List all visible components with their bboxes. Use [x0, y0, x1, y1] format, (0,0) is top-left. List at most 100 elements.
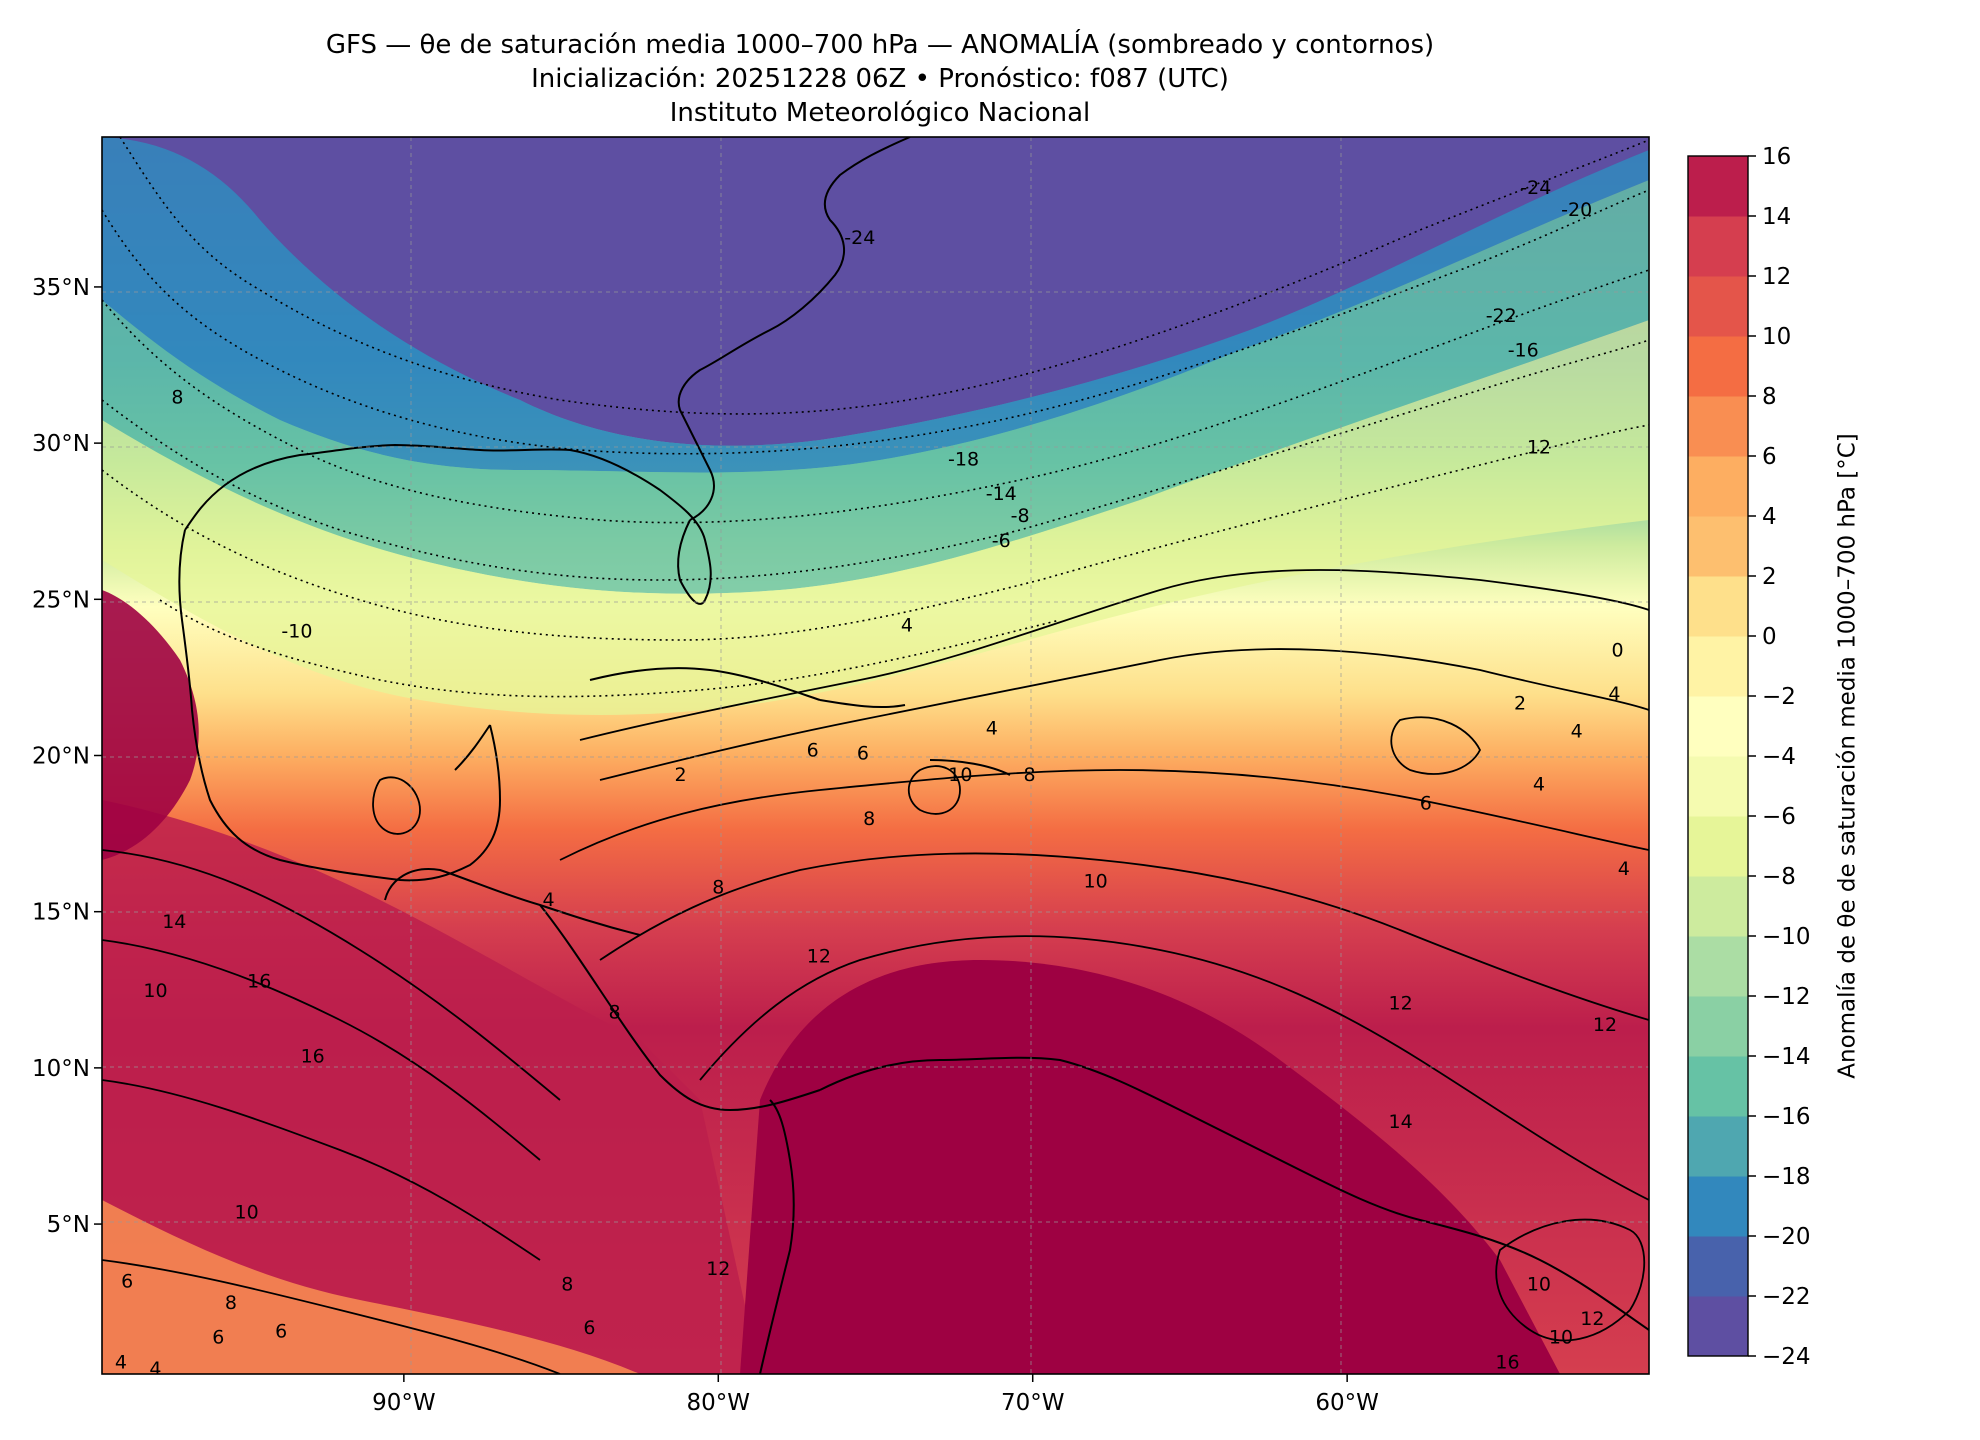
contour-label: -8: [1011, 505, 1030, 527]
contour-label: 8: [561, 1273, 573, 1295]
contour-label: -6: [992, 530, 1011, 552]
contour-label: 6: [121, 1270, 133, 1292]
contour-label: 6: [857, 742, 869, 764]
contour-label: 8: [608, 1002, 620, 1024]
colorbar-tick-label: 0: [1762, 624, 1777, 650]
contour-label: 14: [1389, 1111, 1413, 1133]
colorbar-tick-label: 8: [1762, 384, 1777, 410]
colorbar-tick-label: 2: [1762, 564, 1777, 590]
colorbar-swatch: [1688, 1116, 1748, 1177]
colorbar-tick-label: −10: [1762, 924, 1811, 950]
colorbar-swatch: [1688, 936, 1748, 997]
contour-label: 14: [162, 911, 186, 933]
contour-label: -18: [948, 449, 979, 471]
colorbar-tick-label: 6: [1762, 444, 1777, 470]
contour-label: 6: [583, 1317, 595, 1339]
colorbar-tick-label: −12: [1762, 984, 1811, 1010]
contour-label: -24: [1520, 177, 1551, 199]
positive-contours: [102, 569, 1649, 1374]
colorbar-swatch: [1688, 1236, 1748, 1297]
lat-tick-label: 35°N: [32, 275, 90, 301]
colorbar-tick-label: 14: [1762, 204, 1791, 230]
contour-label: 16: [1495, 1352, 1519, 1374]
contour-label: 4: [542, 889, 554, 911]
colorbar-swatch: [1688, 156, 1748, 217]
colorbar-tick-label: 4: [1762, 504, 1777, 530]
colorbar-swatch: [1688, 816, 1748, 877]
colorbar-tick-label: 12: [1762, 264, 1791, 290]
contour-label: 12: [1593, 1014, 1617, 1036]
contour-label: 6: [1420, 792, 1432, 814]
colorbar-swatches: [1688, 156, 1748, 1357]
coastlines: [178, 137, 1649, 1374]
contour-label: -20: [1561, 199, 1592, 221]
colorbar: 16 14 12 10 8 6 4 2 0 −2 −4 −6 −8 −10 −12 −14 −16 −18 −20 −…: [1687, 144, 1861, 1370]
colorbar-tick-label: −6: [1762, 804, 1796, 830]
contour-label: 16: [247, 970, 271, 992]
contour-label: 4: [1571, 721, 1583, 743]
colorbar-swatch: [1688, 696, 1748, 757]
contour-label: 4: [1618, 858, 1630, 880]
title-block: GFS — θe de saturación media 1000–700 hP…: [0, 28, 1760, 130]
contour-label: 12: [1389, 992, 1413, 1014]
colorbar-swatch: [1688, 1176, 1748, 1237]
contour-label: -14: [986, 483, 1017, 505]
contour-label: 8: [225, 1292, 237, 1314]
contour-label: 4: [901, 614, 913, 636]
colorbar-label: Anomalía de θe de saturación media 1000–…: [1835, 433, 1861, 1078]
contour-label: 6: [275, 1320, 287, 1342]
axis-ticks: 90°W 80°W 70°W 60°W35°N30°N25°N20°N15°N10°N…: [32, 275, 1379, 1416]
lat-tick-label: 5°N: [47, 1212, 90, 1238]
colorbar-tick-label: −14: [1762, 1044, 1811, 1070]
contour-label: 12: [1527, 436, 1551, 458]
initialization-forecast-line: Inicialización: 20251228 06Z • Pronóstic…: [531, 64, 1229, 94]
colorbar-tick-label: −16: [1762, 1104, 1811, 1130]
colorbar-swatch: [1688, 576, 1748, 637]
contour-label: 6: [807, 739, 819, 761]
colorbar-swatch: [1688, 336, 1748, 397]
contour-label: 12: [706, 1258, 730, 1280]
lat-tick-label: 15°N: [32, 900, 90, 926]
colorbar-swatch: [1688, 1056, 1748, 1117]
contour-label: -24: [844, 227, 875, 249]
colorbar-swatch: [1688, 996, 1748, 1057]
colorbar-tick-label: −22: [1762, 1284, 1811, 1310]
colorbar-swatch: [1688, 756, 1748, 817]
contour-label: -10: [281, 621, 312, 643]
colorbar-tick-label: 16: [1762, 144, 1791, 170]
contour-label: 10: [143, 980, 167, 1002]
contour-label: 10: [1549, 1327, 1573, 1349]
contour-label: 2: [675, 764, 687, 786]
contour-label: 10: [235, 1202, 259, 1224]
colorbar-swatch: [1688, 276, 1748, 337]
lon-tick-label: 60°W: [1315, 1390, 1379, 1416]
colorbar-tick-label: −2: [1762, 684, 1796, 710]
lat-tick-label: 10°N: [32, 1056, 90, 1082]
lon-tick-label: 90°W: [372, 1390, 436, 1416]
contour-label: 4: [149, 1358, 161, 1380]
contour-label: 16: [301, 1045, 325, 1067]
colorbar-swatch: [1688, 876, 1748, 937]
colorbar-swatch: [1688, 1296, 1748, 1357]
colorbar-tick-label: −4: [1762, 744, 1796, 770]
colorbar-ticks: 16 14 12 10 8 6 4 2 0 −2 −4 −6 −8 −10 −12 −14 −16 −18 −20 −…: [1748, 144, 1811, 1370]
contour-label: -22: [1486, 305, 1517, 327]
contour-label: 0: [1612, 639, 1624, 661]
contour-label: 10: [948, 764, 972, 786]
lat-tick-label: 20°N: [32, 744, 90, 770]
contour-label: 12: [1580, 1308, 1604, 1330]
colorbar-tick-label: −24: [1762, 1344, 1811, 1370]
colorbar-tick-label: −20: [1762, 1224, 1811, 1250]
colorbar-swatch: [1688, 396, 1748, 457]
contour-label: 4: [1608, 683, 1620, 705]
lat-tick-label: 30°N: [32, 431, 90, 457]
contour-label: 4: [986, 717, 998, 739]
contour-label: 4: [1533, 774, 1545, 796]
colorbar-tick-label: 10: [1762, 324, 1791, 350]
contour-label: 10: [1527, 1273, 1551, 1295]
colorbar-swatch: [1688, 456, 1748, 517]
contour-label: 8: [1024, 764, 1036, 786]
contour-label: 8: [171, 386, 183, 408]
institution-line: Instituto Meteorológico Nacional: [669, 98, 1091, 128]
